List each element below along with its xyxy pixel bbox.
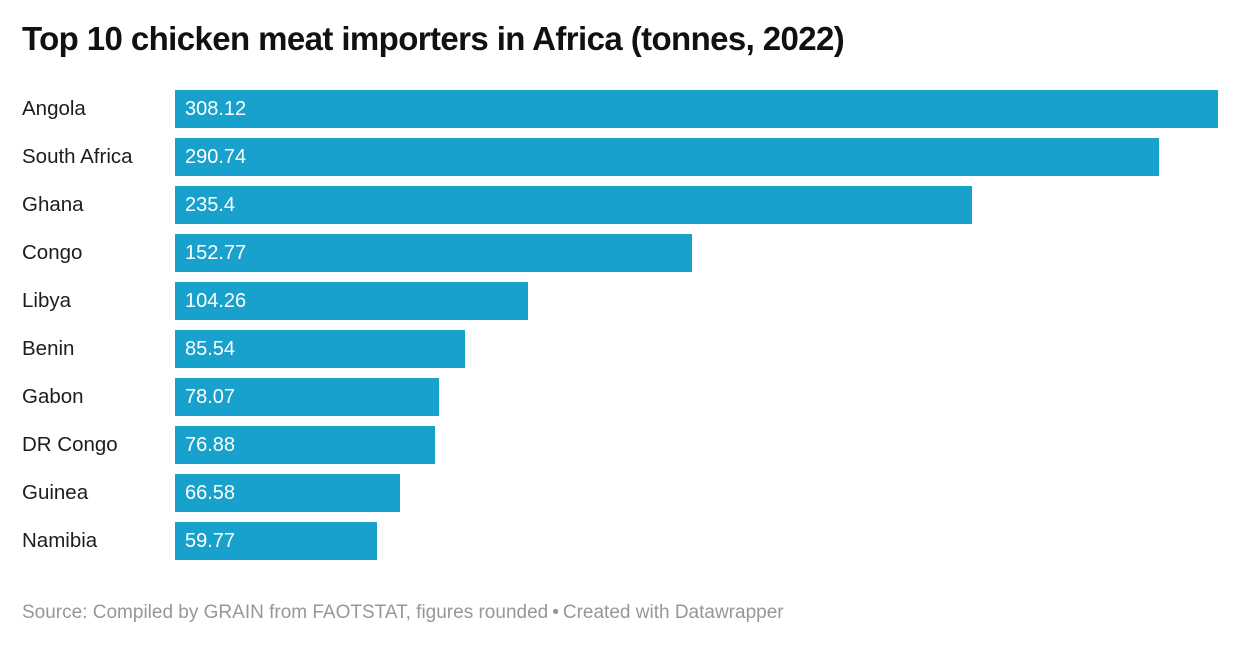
bar: 76.88 xyxy=(175,426,436,464)
bar-track: 308.12 xyxy=(175,90,1218,128)
value-label: 104.26 xyxy=(185,289,247,312)
category-label: South Africa xyxy=(22,145,133,168)
bar-chart: Angola 308.12 South Africa 290.74 Ghana … xyxy=(22,90,1218,570)
value-label: 78.07 xyxy=(185,385,236,408)
datawrapper-credit[interactable]: Created with Datawrapper xyxy=(562,602,784,623)
bar-track: 290.74 xyxy=(175,138,1218,176)
bar-row: Benin 85.54 xyxy=(22,330,1218,368)
bar-row: Angola 308.12 xyxy=(22,90,1218,128)
category-label: Congo xyxy=(22,241,83,264)
bar: 235.4 xyxy=(175,186,972,224)
bar-row: South Africa 290.74 xyxy=(22,138,1218,176)
bar-row: Gabon 78.07 xyxy=(22,378,1218,416)
value-label: 76.88 xyxy=(185,433,236,456)
value-label: 152.77 xyxy=(185,241,247,264)
bar-row: Ghana 235.4 xyxy=(22,186,1218,224)
bar-row: DR Congo 76.88 xyxy=(22,426,1218,464)
bar-row: Libya 104.26 xyxy=(22,282,1218,320)
value-label: 85.54 xyxy=(185,337,236,360)
value-label: 235.4 xyxy=(185,193,236,216)
bar: 290.74 xyxy=(175,138,1160,176)
bar-track: 76.88 xyxy=(175,426,1218,464)
source-text: Source: Compiled by GRAIN from FAOTSTAT,… xyxy=(22,602,549,623)
chart-footer: Source: Compiled by GRAIN from FAOTSTAT,… xyxy=(22,602,784,624)
value-label: 59.77 xyxy=(185,529,236,552)
category-label: Guinea xyxy=(22,481,89,504)
category-label: Benin xyxy=(22,337,75,360)
bar: 59.77 xyxy=(175,522,378,560)
category-label: Libya xyxy=(22,289,72,312)
bar-row: Namibia 59.77 xyxy=(22,522,1218,560)
category-label: DR Congo xyxy=(22,433,118,456)
bar-track: 66.58 xyxy=(175,474,1218,512)
category-label: Namibia xyxy=(22,529,98,552)
value-label: 290.74 xyxy=(185,145,247,168)
bar: 308.12 xyxy=(175,90,1218,128)
bar: 104.26 xyxy=(175,282,528,320)
value-label: 66.58 xyxy=(185,481,236,504)
value-label: 308.12 xyxy=(185,97,247,120)
bar-row: Congo 152.77 xyxy=(22,234,1218,272)
bar: 85.54 xyxy=(175,330,465,368)
bar-track: 152.77 xyxy=(175,234,1218,272)
bar-track: 59.77 xyxy=(175,522,1218,560)
footer-separator: • xyxy=(552,602,559,623)
bar: 78.07 xyxy=(175,378,440,416)
bar-track: 85.54 xyxy=(175,330,1218,368)
chart-title: Top 10 chicken meat importers in Africa … xyxy=(22,20,845,57)
category-label: Angola xyxy=(22,97,86,120)
category-label: Ghana xyxy=(22,193,84,216)
bar: 66.58 xyxy=(175,474,401,512)
bar-track: 78.07 xyxy=(175,378,1218,416)
category-label: Gabon xyxy=(22,385,84,408)
bar-row: Guinea 66.58 xyxy=(22,474,1218,512)
bar: 152.77 xyxy=(175,234,693,272)
bar-track: 235.4 xyxy=(175,186,1218,224)
bar-track: 104.26 xyxy=(175,282,1218,320)
